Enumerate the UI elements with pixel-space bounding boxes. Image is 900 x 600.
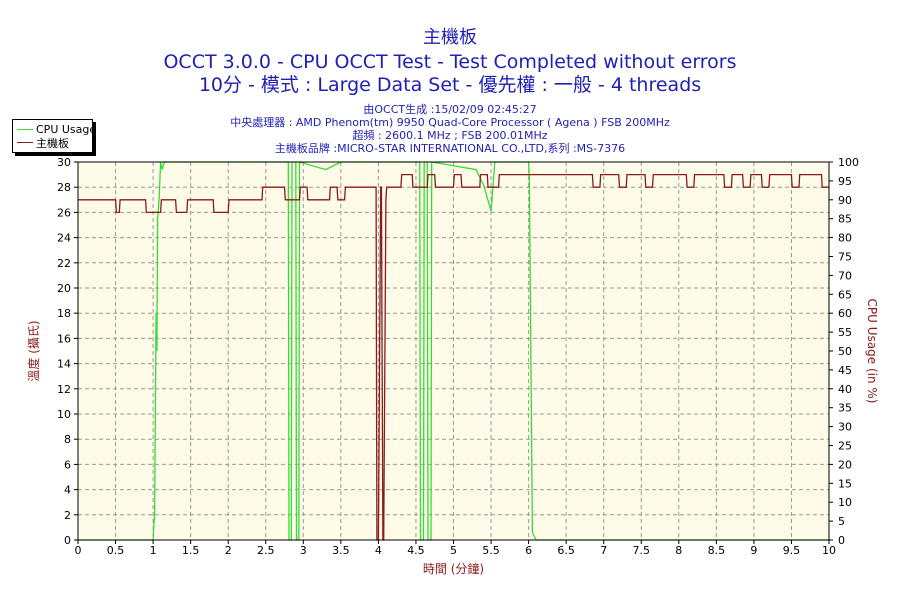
y2-axis-label: CPU Usage (in %) [865,299,879,404]
y2-tick-label: 30 [838,421,852,434]
y2-tick-label: 90 [838,194,852,207]
y-tick-label: 30 [57,156,71,169]
y2-tick-label: 100 [838,156,859,169]
x-tick-label: 8 [675,544,682,557]
info-generated: 由OCCT生成 :15/02/09 02:45:27 [363,103,537,116]
y-tick-label: 22 [57,257,71,270]
y2-tick-label: 45 [838,364,852,377]
x-axis-label: 時間 (分鐘) [423,561,484,576]
info-cpu: 中央處理器 : AMD Phenom(tm) 9950 Quad-Core Pr… [230,116,670,129]
y2-tick-label: 95 [838,175,852,188]
x-tick-label: 6.5 [557,544,575,557]
x-tick-label: 7.5 [633,544,651,557]
x-tick-label: 9 [750,544,757,557]
legend-swatch-temp [17,142,33,143]
y2-tick-label: 50 [838,345,852,358]
x-tick-label: 4 [375,544,382,557]
y-tick-label: 6 [64,458,71,471]
x-tick-label: 3.5 [332,544,350,557]
y2-tick-label: 70 [838,269,852,282]
y-axis-label: 溫度 (攝氏) [26,320,41,381]
x-tick-label: 7 [600,544,607,557]
series-group [78,161,829,541]
y2-tick-label: 25 [838,440,852,453]
series-line-cpu-usage [78,161,829,541]
y2-tick-label: 35 [838,402,852,415]
y-tick-label: 16 [57,332,71,345]
y2-tick-label: 60 [838,307,852,320]
y2-tick-label: 65 [838,288,852,301]
x-tick-label: 5.5 [482,544,500,557]
y2-tick-label: 20 [838,458,852,471]
chart-legend: CPU Usage 主機板 [12,119,96,153]
y-tick-label: 18 [57,307,71,320]
legend-label-temp: 主機板 [36,136,69,150]
x-tick-label: 10 [822,544,836,557]
y-tick-label: 4 [64,484,71,497]
legend-item-cpu: CPU Usage [17,123,96,136]
x-tick-label: 6 [525,544,532,557]
x-tick-label: 1.5 [182,544,200,557]
x-tick-label: 8.5 [708,544,726,557]
y-tick-label: 14 [57,358,71,371]
y-tick-label: 28 [57,181,71,194]
y2-tick-label: 55 [838,326,852,339]
info-clock: 超頻 : 2600.1 MHz ; FSB 200.01MHz [352,129,548,142]
legend-label-cpu: CPU Usage [36,123,97,136]
y2-tick-label: 15 [838,477,852,490]
y2-tick-label: 10 [838,496,852,509]
y-tick-label: 2 [64,509,71,522]
x-tick-label: 5 [450,544,457,557]
legend-swatch-cpu [17,129,33,130]
y-tick-label: 0 [64,534,71,547]
grid-lines [78,162,829,540]
y-tick-label: 12 [57,383,71,396]
axis-ticks: 0 0.5 1 1.5 2 2.5 3 3.5 4 4.5 5 5.5 6 6.5 7 7.5 8 8.5 9 9.5… [57,156,859,557]
x-tick-label: 3 [300,544,307,557]
y-tick-label: 20 [57,282,71,295]
y2-tick-label: 40 [838,383,852,396]
y2-tick-label: 0 [838,534,845,547]
x-tick-label: 9.5 [783,544,801,557]
series-line-motherboard-temp [78,173,829,541]
info-board: 主機板品牌 :MICRO-STAR INTERNATIONAL CO.,LTD,… [274,142,626,155]
x-tick-label: 4.5 [407,544,425,557]
x-tick-label: 2.5 [257,544,275,557]
y-tick-label: 26 [57,206,71,219]
x-tick-label: 2 [225,544,232,557]
y2-tick-label: 85 [838,213,852,226]
legend-item-temp: 主機板 [17,136,69,150]
chart-title: 主機板 [423,27,477,48]
y2-tick-label: 75 [838,251,852,264]
x-tick-label: 0.5 [107,544,125,557]
y2-tick-label: 80 [838,232,852,245]
chart-subtitle-test: OCCT 3.0.0 - CPU OCCT Test - Test Comple… [163,51,737,73]
y2-tick-label: 5 [838,515,845,528]
y-tick-label: 10 [57,408,71,421]
x-tick-label: 1 [150,544,157,557]
chart-subtitle-mode: 10分 - 模式 : Large Data Set - 優先權 : 一般 - 4… [198,74,702,96]
x-tick-label: 0 [75,544,82,557]
y-tick-label: 24 [57,232,71,245]
y-tick-label: 8 [64,433,71,446]
